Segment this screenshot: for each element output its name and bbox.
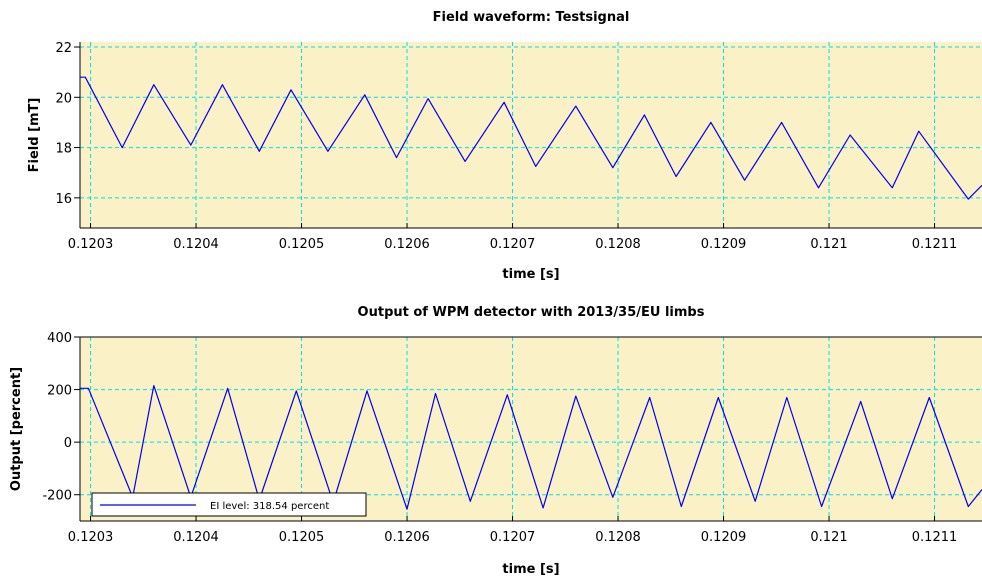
x-tick-label: 0.1204 xyxy=(173,530,219,545)
x-tick-label: 0.1203 xyxy=(68,530,114,545)
x-tick-labels: 0.1203 0.1204 0.1205 0.1206 0.1207 0.1208 0.12… xyxy=(68,530,957,545)
x-tick-label: 0.1205 xyxy=(279,237,325,252)
x-tick-label: 0.1209 xyxy=(701,530,747,545)
y-tick-label: 22 xyxy=(55,41,72,56)
y-tick-label: 16 xyxy=(55,192,72,207)
y-tick-labels: 16 18 20 22 xyxy=(55,41,72,207)
x-tick-label: 0.1206 xyxy=(384,530,430,545)
axes xyxy=(74,42,982,229)
series-line xyxy=(80,76,982,200)
y-axis-label: Field [mT] xyxy=(27,98,42,173)
axes xyxy=(74,336,982,522)
x-tick-label: 0.1211 xyxy=(912,237,958,252)
chart-title: Output of WPM detector with 2013/35/EU l… xyxy=(358,305,705,320)
y-tick-label: 18 xyxy=(55,142,72,157)
x-tick-labels: 0.1203 0.1204 0.1205 0.1206 0.1207 0.1208 0.12… xyxy=(68,237,957,252)
x-axis-label: time [s] xyxy=(502,267,559,282)
x-tick-label: 0.1208 xyxy=(595,530,641,545)
legend-label: EI level: 318.54 percent xyxy=(210,501,329,512)
chart-title: Field waveform: Testsignal xyxy=(433,10,630,25)
x-tick-label: 0.1205 xyxy=(279,530,325,545)
y-tick-label: 20 xyxy=(55,91,72,106)
y-tick-label: 200 xyxy=(47,384,72,399)
series xyxy=(80,76,982,200)
series xyxy=(80,385,982,510)
plot-area xyxy=(80,337,982,521)
x-tick-label: 0.1208 xyxy=(595,237,641,252)
field-waveform-chart: Field waveform: Testsignal 0.1203 0.1204 0… xyxy=(27,10,982,282)
x-tick-label: 0.1211 xyxy=(912,530,958,545)
y-tick-label: 400 xyxy=(47,331,72,346)
plot-area xyxy=(80,42,982,228)
wpm-output-chart: Output of WPM detector with 2013/35/EU l… xyxy=(9,305,982,577)
x-tick-label: 0.1207 xyxy=(490,237,536,252)
legend: EI level: 318.54 percent xyxy=(91,492,367,517)
x-tick-label: 0.1209 xyxy=(701,237,747,252)
y-tick-label: -200 xyxy=(42,489,72,504)
y-tick-label: 0 xyxy=(64,436,72,451)
x-tick-label: 0.121 xyxy=(810,530,847,545)
x-tick-label: 0.121 xyxy=(810,237,847,252)
y-axis-label: Output [percent] xyxy=(9,367,24,491)
series-line xyxy=(80,385,982,510)
y-tick-labels: -200 0 200 400 xyxy=(42,331,72,504)
x-tick-label: 0.1207 xyxy=(490,530,536,545)
x-tick-label: 0.1203 xyxy=(68,237,114,252)
x-tick-label: 0.1204 xyxy=(173,237,219,252)
legend-box xyxy=(91,492,367,517)
x-tick-label: 0.1206 xyxy=(384,237,430,252)
x-axis-label: time [s] xyxy=(502,562,559,577)
grid xyxy=(80,42,982,228)
